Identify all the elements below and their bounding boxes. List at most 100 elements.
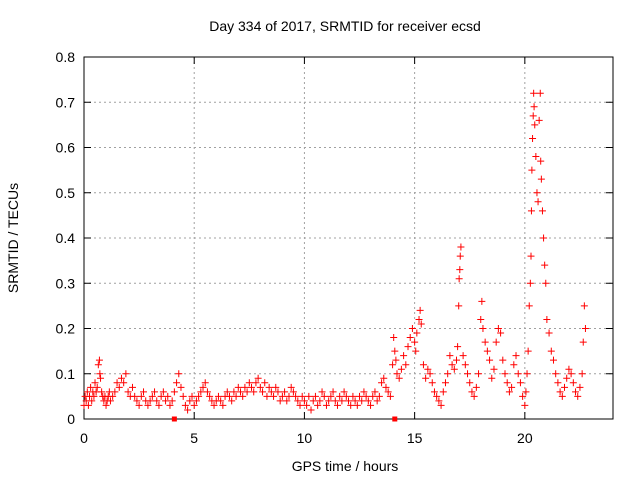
data-point-136	[351, 397, 359, 405]
data-point-262	[576, 383, 584, 391]
data-point-211	[497, 329, 505, 337]
data-point-200	[475, 370, 483, 378]
data-point-248	[545, 329, 553, 337]
data-point-189	[455, 275, 463, 283]
data-point-244	[540, 234, 548, 242]
data-point-147	[375, 392, 383, 400]
data-point-187	[454, 343, 462, 351]
data-point-60	[184, 406, 192, 414]
data-point-192	[457, 243, 465, 251]
data-point-21	[102, 401, 110, 409]
data-point-66	[197, 388, 205, 396]
data-point-160	[400, 352, 408, 360]
data-point-90	[250, 388, 258, 396]
data-point-186	[453, 356, 461, 364]
data-point-101	[274, 388, 282, 396]
data-point-134	[347, 401, 355, 409]
data-point-254	[558, 392, 566, 400]
data-point-191	[456, 252, 464, 260]
data-point-208	[490, 365, 498, 373]
data-point-201	[477, 315, 485, 323]
data-point-144	[369, 392, 377, 400]
data-point-196	[466, 379, 474, 387]
data-point-164	[408, 325, 416, 332]
data-point-206	[486, 356, 494, 364]
data-point-87	[243, 388, 251, 396]
data-point-128	[333, 401, 341, 409]
data-point-74	[214, 392, 222, 400]
data-point-43	[146, 397, 154, 405]
data-point-109	[292, 392, 300, 400]
data-point-123	[322, 401, 330, 409]
y-tick-label: 0.6	[56, 140, 76, 156]
data-point-228	[527, 252, 535, 260]
data-points	[80, 89, 589, 414]
data-point-121	[318, 388, 326, 396]
data-point-235	[531, 121, 539, 129]
data-point-28	[113, 379, 121, 387]
data-point-246	[542, 279, 550, 287]
y-tick-label: 0.1	[56, 366, 76, 382]
y-tick-label: 0.8	[56, 49, 76, 65]
data-point-59	[181, 401, 189, 409]
data-point-162	[404, 343, 412, 351]
data-point-124	[325, 397, 333, 405]
data-point-247	[543, 315, 551, 323]
data-point-85	[239, 392, 247, 400]
data-point-96	[263, 392, 271, 400]
data-point-126	[329, 388, 337, 396]
y-axis-label: SRMTID / TECUs	[5, 183, 21, 293]
y-tick-label: 0.7	[56, 94, 76, 110]
data-point-179	[437, 401, 445, 409]
data-point-72	[210, 401, 218, 409]
data-point-100	[272, 383, 280, 391]
data-point-103	[278, 392, 286, 400]
data-point-30	[117, 374, 125, 382]
data-point-236	[532, 153, 540, 161]
data-point-226	[525, 302, 533, 310]
data-point-110	[294, 397, 302, 405]
data-point-57	[177, 383, 185, 391]
data-point-127	[331, 397, 339, 405]
data-point-165	[411, 338, 419, 346]
y-tick-label: 0.4	[56, 230, 76, 246]
x-tick-label: 10	[297, 430, 313, 446]
data-point-13	[94, 361, 102, 369]
data-point-114	[303, 401, 311, 409]
data-point-259	[569, 379, 577, 387]
data-point-195	[464, 370, 472, 378]
data-point-68	[201, 379, 209, 387]
data-point-26	[109, 392, 117, 400]
data-point-175	[428, 379, 436, 387]
data-point-91	[252, 379, 260, 387]
data-point-210	[494, 325, 502, 332]
data-point-65	[195, 392, 203, 400]
data-point-48	[157, 392, 165, 400]
data-point-107	[287, 383, 295, 391]
data-point-166	[412, 347, 420, 355]
data-point-46	[153, 397, 161, 405]
data-point-25	[106, 397, 114, 405]
data-point-89	[248, 383, 256, 391]
data-point-182	[444, 370, 452, 378]
data-point-227	[526, 279, 534, 287]
data-point-35	[128, 383, 136, 391]
data-point-190	[456, 266, 464, 274]
data-point-233	[530, 89, 538, 97]
data-point-209	[492, 338, 500, 346]
data-point-163	[406, 334, 414, 342]
data-point-213	[501, 370, 509, 378]
data-point-216	[508, 383, 516, 391]
data-point-258	[567, 370, 575, 378]
data-point-205	[483, 347, 491, 355]
data-point-94	[259, 388, 267, 396]
data-point-220	[516, 379, 524, 387]
data-point-154	[390, 334, 398, 342]
y-tick-label: 0.5	[56, 185, 76, 201]
data-point-169	[416, 306, 424, 314]
data-point-99	[270, 392, 278, 400]
data-point-67	[199, 383, 207, 391]
data-point-150	[382, 383, 390, 391]
data-point-174	[426, 370, 434, 378]
data-point-93	[256, 383, 264, 391]
